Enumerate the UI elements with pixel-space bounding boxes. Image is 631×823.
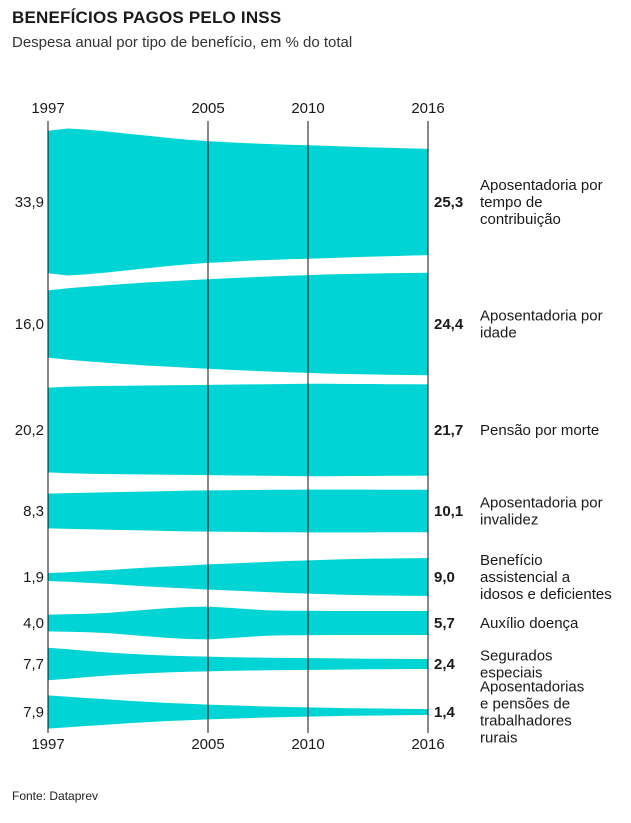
end-value-1: 25,3 [434,194,463,211]
start-value-1: 33,9 [15,194,44,211]
tick-top-2005: 2005 [191,100,224,117]
start-value-3: 20,2 [15,422,44,439]
tick-bottom-2010: 2010 [291,736,324,753]
tick-bottom-2016: 2016 [411,736,444,753]
band-2 [48,272,428,376]
end-value-6: 5,7 [434,615,455,632]
series-label-8: Aposentadorias e pensões de trabalhadores r… [480,679,584,747]
end-value-2: 24,4 [434,316,464,333]
start-value-4: 8,3 [23,503,44,520]
end-value-7: 2,4 [434,656,456,673]
source-note: Fonte: Dataprev [12,789,99,803]
chart-title: BENEFÍCIOS PAGOS PELO INSS [12,8,282,27]
tick-top-2010: 2010 [291,100,324,117]
band-4 [48,489,428,533]
start-value-2: 16,0 [15,316,44,333]
start-value-7: 7,7 [23,656,44,673]
band-7 [48,647,428,681]
series-label-5: Benefício assistencial a idosos e deficien… [480,552,612,603]
band-6 [48,606,428,640]
end-value-3: 21,7 [434,422,463,439]
series-label-3: Pensão por morte [480,422,599,439]
series-label-4: Aposentadoria por invalidez [480,495,603,529]
series-label-2: Aposentadoria por idade [480,308,603,342]
chart-subtitle: Despesa anual por tipo de benefício, em … [12,34,353,51]
band-3 [48,383,428,477]
series-label-6: Auxílio doença [480,615,579,632]
bands-layer [48,128,428,729]
tick-top-2016: 2016 [411,100,444,117]
end-value-5: 9,0 [434,569,455,586]
year-gridlines [47,121,429,733]
tick-top-1997: 1997 [31,100,64,117]
band-1 [48,128,428,276]
start-value-6: 4,0 [23,615,44,632]
band-8 [48,695,428,729]
series-label-1: Aposentadoria por tempo de contribuição [480,177,603,228]
end-value-8: 1,4 [434,704,456,721]
band-5 [48,558,428,596]
start-value-5: 1,9 [23,569,44,586]
end-value-4: 10,1 [434,503,463,520]
series-labels: 33,9 25,3 Aposentadoria por tempo de contrib… [15,177,612,747]
tick-bottom-2005: 2005 [191,736,224,753]
series-label-7: Segurados especiais [480,648,553,682]
year-ticks: 1997 1997 2005 2005 2010 2010 2016 2016 [31,100,444,753]
start-value-8: 7,9 [23,704,44,721]
tick-bottom-1997: 1997 [31,736,64,753]
